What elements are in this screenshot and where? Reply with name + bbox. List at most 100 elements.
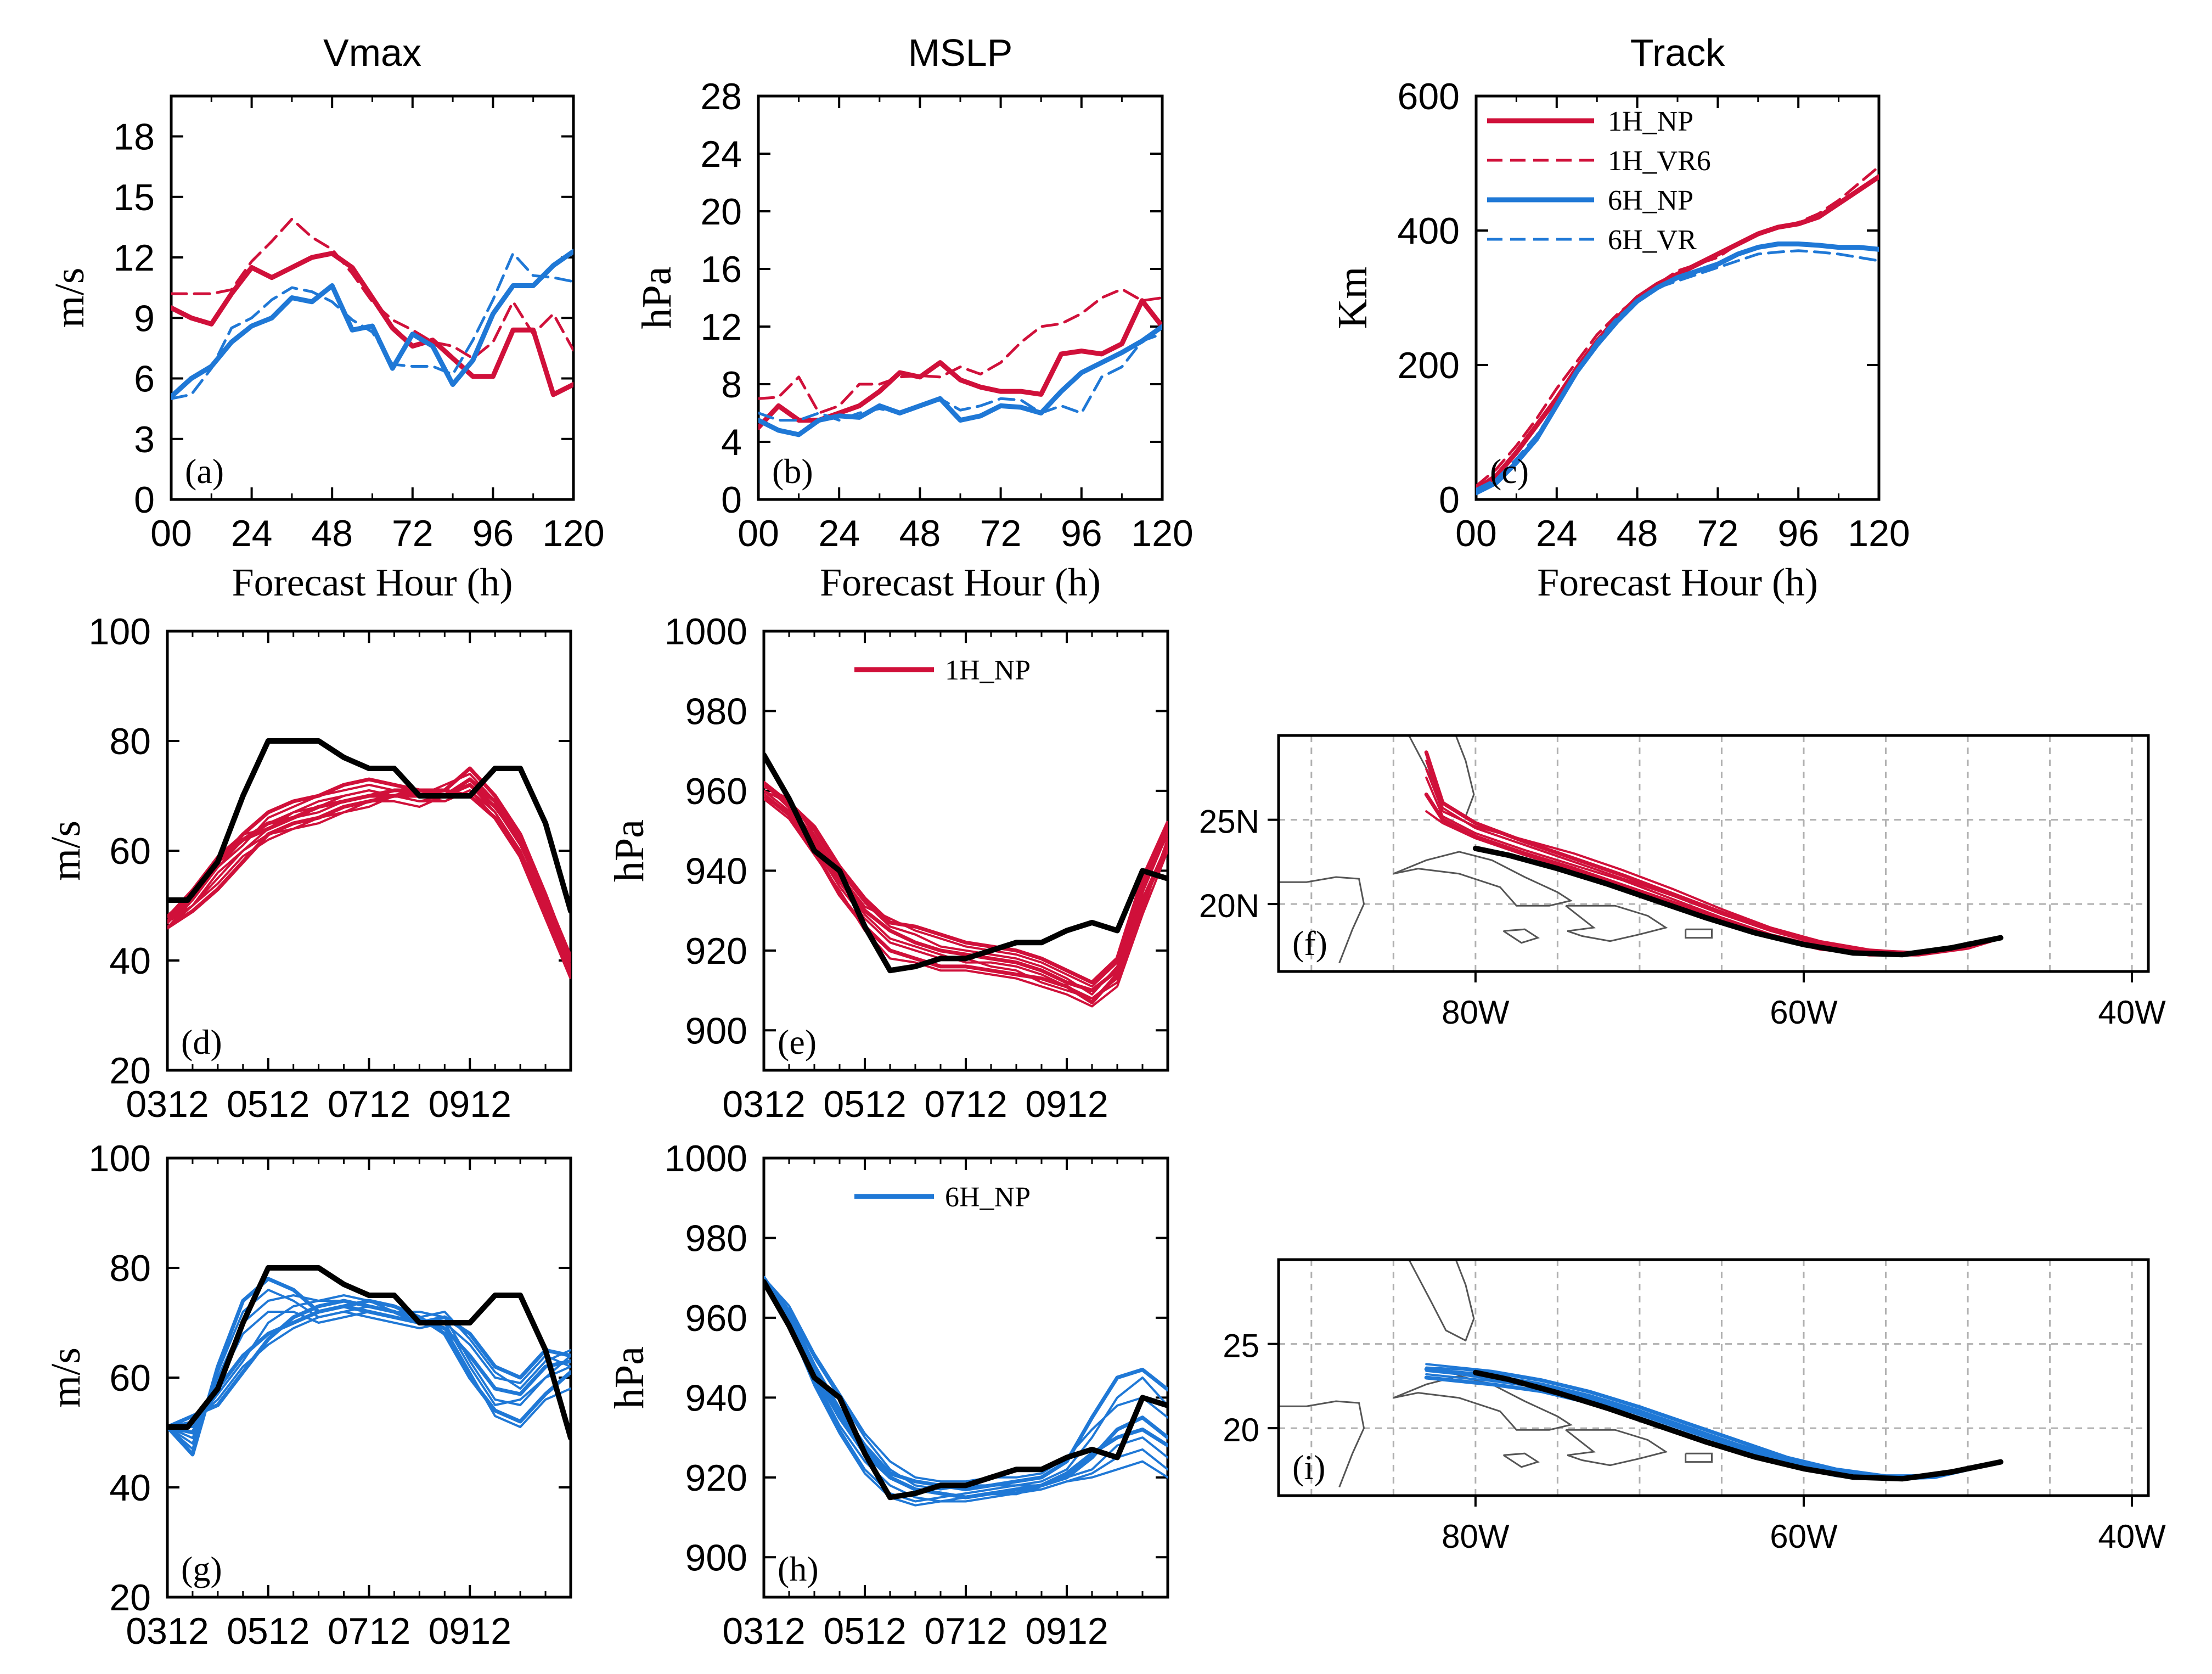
ensemble-member-line — [167, 1294, 571, 1428]
x-tick-label: 0712 — [328, 1610, 410, 1652]
plot-frame — [762, 1156, 1169, 1599]
panel-label: (g) — [181, 1549, 222, 1588]
map-grid — [1279, 735, 2148, 971]
y-tick-label: 960 — [685, 771, 747, 812]
x-tick-label: 0912 — [429, 1083, 511, 1125]
legend: 6H_NP — [854, 1182, 1031, 1213]
panel-title: Vmax — [323, 31, 421, 74]
best-track-line — [167, 1265, 571, 1441]
y-tick-label: 20 — [700, 191, 742, 233]
x-tick-label: 00 — [738, 513, 779, 554]
x-tick-label: 0312 — [126, 1610, 209, 1652]
panel-label: (b) — [772, 452, 813, 491]
y-tick-label: 12 — [113, 237, 155, 279]
plot-area — [1424, 1363, 2003, 1482]
y-axis-label: hPa — [634, 267, 680, 329]
y-axis-label: m/s — [43, 821, 89, 881]
plot-frame — [1277, 1258, 2150, 1497]
y-tick-label: 9 — [134, 297, 155, 339]
ensemble-member-line — [764, 1276, 1168, 1492]
plot-area — [171, 217, 573, 400]
x-axis-label: Forecast Hour (h) — [1537, 560, 1818, 604]
y-tick-label: 60 — [109, 830, 151, 872]
legend-entry: 1H_NP — [1608, 106, 1693, 137]
y-tick-label: 60 — [109, 1357, 151, 1399]
panel-d: 0312 0512 0712 0912 20 40 60 80 100 m/s (d) — [43, 611, 572, 1125]
best-track-line — [764, 1279, 1168, 1501]
series-line-6H_NP — [1476, 241, 1879, 496]
y-tick-label: 600 — [1398, 76, 1460, 117]
coastline — [1279, 1260, 1713, 1488]
panel-label: (i) — [1292, 1448, 1325, 1487]
x-tick-label: 48 — [1617, 513, 1658, 554]
x-tick-label: 0512 — [823, 1083, 906, 1125]
x-tick-label: 00 — [150, 513, 192, 554]
legend-entry: 6H_NP — [1608, 185, 1693, 216]
plot-area — [1424, 750, 2003, 958]
x-tick-label: 48 — [311, 513, 353, 554]
series-line-1H_VR6 — [1476, 165, 1879, 487]
plot-area — [1476, 165, 1879, 496]
series-line-6H_VR — [758, 332, 1162, 422]
plot-area — [758, 288, 1162, 437]
ensemble-member-line — [167, 784, 571, 973]
x-tick-label: 0312 — [722, 1083, 805, 1125]
x-tick-label: 0712 — [924, 1610, 1007, 1652]
y-tick-label: 20N — [1199, 887, 1259, 924]
best-track-line — [1472, 845, 2003, 958]
x-axis-label: Forecast Hour (h) — [820, 560, 1101, 604]
ensemble-member-line — [167, 1311, 571, 1428]
y-tick-label: 900 — [685, 1010, 747, 1052]
panel-label: (f) — [1292, 924, 1327, 963]
y-tick-label: 940 — [685, 1377, 747, 1419]
x-tick-label: 40W — [2098, 1518, 2166, 1555]
y-tick-label: 980 — [685, 1217, 747, 1259]
y-axis-label: m/s — [43, 1347, 89, 1408]
x-tick-label: 0512 — [227, 1083, 309, 1125]
y-axis-label: m/s — [47, 268, 93, 328]
x-axis-label: Forecast Hour (h) — [232, 560, 513, 604]
plot-frame — [757, 94, 1164, 501]
y-tick-label: 20 — [109, 1050, 151, 1092]
y-tick-label: 100 — [89, 611, 151, 653]
ensemble-member-line — [764, 789, 1168, 996]
ensemble-member-line — [764, 780, 1168, 985]
y-axis-label: Km — [1330, 267, 1376, 329]
panel-label: (e) — [778, 1023, 817, 1061]
x-tick-label: 60W — [1770, 994, 1838, 1031]
y-tick-label: 18 — [113, 116, 155, 158]
x-tick-label: 24 — [818, 513, 860, 554]
ensemble-member-line — [764, 789, 1168, 1000]
plot-frame — [1277, 734, 2150, 973]
x-tick-label: 48 — [899, 513, 941, 554]
y-tick-label: 16 — [700, 249, 742, 290]
y-tick-label: 1000 — [665, 611, 747, 653]
ensemble-member-line — [1425, 1363, 2002, 1477]
y-tick-label: 25N — [1199, 804, 1259, 840]
y-tick-label: 940 — [685, 850, 747, 892]
ensemble-member-line — [1425, 768, 2002, 954]
y-tick-label: 40 — [109, 1467, 151, 1509]
panel-e: 0312 0512 0712 0912 900 920 940 960 980 1000 hPa (e… — [606, 611, 1169, 1125]
panel-label: (c) — [1490, 452, 1529, 491]
panel-title: MSLP — [908, 31, 1013, 74]
series-line-6H_NP — [758, 324, 1162, 437]
y-tick-label: 40 — [109, 940, 151, 982]
panel-label: (h) — [778, 1549, 819, 1588]
panel-a: Vmax 00 24 48 72 96 120 0 3 6 9 12 15 18 Forecast Hour… — [47, 31, 605, 604]
ensemble-member-line — [764, 797, 1168, 1008]
x-tick-label: 96 — [1061, 513, 1102, 554]
y-tick-label: 920 — [685, 1457, 747, 1499]
y-tick-label: 920 — [685, 930, 747, 972]
series-line-6H_VR — [1476, 249, 1879, 491]
y-tick-label: 0 — [721, 479, 742, 521]
y-axis-label: hPa — [606, 1346, 652, 1409]
x-tick-label: 80W — [1442, 994, 1510, 1031]
x-tick-label: 80W — [1442, 1518, 1510, 1555]
x-tick-label: 24 — [1536, 513, 1578, 554]
x-tick-label: 0912 — [1025, 1083, 1108, 1125]
x-tick-label: 0912 — [1025, 1610, 1108, 1652]
ensemble-member-line — [167, 777, 571, 974]
x-tick-label: 96 — [472, 513, 514, 554]
